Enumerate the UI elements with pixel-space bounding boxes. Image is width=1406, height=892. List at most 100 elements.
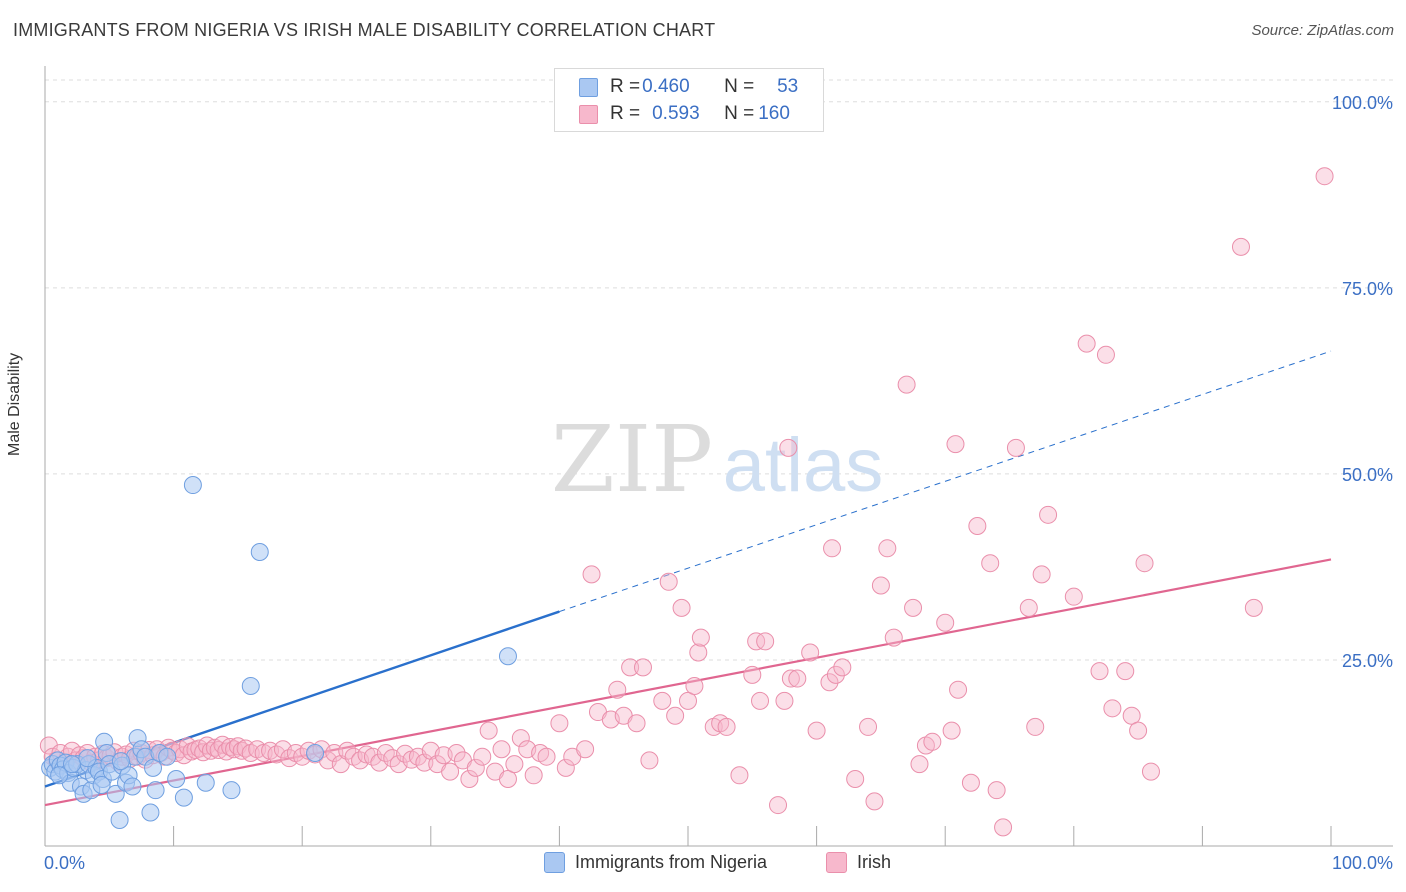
- legend-swatch-blue: [579, 77, 598, 97]
- irish-point: [1315, 167, 1334, 186]
- nigeria-point: [78, 749, 97, 768]
- irish-point: [659, 572, 678, 591]
- y-tick-label: 50.0%: [1342, 465, 1393, 485]
- nigeria-trend-extension: [559, 350, 1332, 613]
- legend-n-label: N =: [724, 103, 755, 124]
- irish-point: [473, 747, 492, 766]
- nigeria-points: [41, 476, 517, 829]
- irish-point: [1122, 706, 1141, 725]
- irish-point: [466, 758, 485, 777]
- irish-point: [633, 658, 652, 677]
- legend-row-irish: R = 0.593 N = 160: [579, 103, 798, 125]
- irish-point: [685, 676, 704, 695]
- irish-point: [936, 613, 955, 632]
- irish-point: [447, 743, 466, 762]
- irish-point: [415, 753, 434, 772]
- legend-r-label: R =: [610, 76, 641, 97]
- irish-point: [627, 714, 646, 733]
- irish-point: [689, 643, 708, 662]
- legend-r-value: 0.460: [642, 76, 690, 97]
- irish-point: [781, 669, 800, 688]
- irish-point: [788, 669, 807, 688]
- irish-point: [871, 576, 890, 595]
- x-tick-label: 0.0%: [44, 853, 85, 873]
- irish-point: [910, 755, 929, 774]
- irish-point: [756, 632, 775, 651]
- irish-point: [537, 747, 556, 766]
- irish-point: [550, 714, 569, 733]
- irish-point: [1077, 334, 1096, 353]
- irish-point: [679, 691, 697, 710]
- irish-point: [1039, 505, 1058, 524]
- irish-point: [672, 598, 691, 617]
- irish-point: [1019, 598, 1038, 617]
- irish-point: [751, 691, 770, 710]
- irish-point: [1064, 587, 1083, 606]
- irish-point: [779, 438, 798, 457]
- irish-point: [833, 658, 852, 677]
- irish-point: [1244, 598, 1263, 617]
- irish-point: [730, 766, 749, 785]
- irish-point: [479, 721, 498, 740]
- nigeria-point: [123, 777, 142, 796]
- irish-point: [691, 628, 710, 647]
- irish-point: [653, 691, 672, 710]
- legend-item-nigeria[interactable]: Immigrants from Nigeria: [544, 852, 767, 873]
- nigeria-point: [174, 788, 193, 807]
- nigeria-point: [498, 647, 517, 666]
- watermark-zip: ZIP: [551, 406, 713, 513]
- legend-label-nigeria: Immigrants from Nigeria: [575, 852, 768, 872]
- irish-point: [949, 680, 968, 699]
- irish-point: [576, 740, 595, 759]
- y-tick-label: 25.0%: [1342, 651, 1393, 671]
- irish-point: [743, 665, 762, 684]
- nigeria-point: [106, 784, 125, 803]
- y-tick-label: 75.0%: [1342, 279, 1393, 299]
- y-tick-label: 100.0%: [1332, 93, 1393, 113]
- irish-point: [923, 732, 942, 751]
- irish-point: [717, 717, 736, 736]
- irish-point: [460, 770, 479, 789]
- irish-point: [820, 673, 839, 692]
- irish-point: [904, 598, 923, 617]
- watermark-atlas: atlas: [723, 423, 884, 508]
- irish-point: [608, 680, 627, 699]
- stats-legend: R = 0.460 N = 53 R = 0.593 N = 160: [554, 68, 824, 132]
- irish-point: [441, 762, 460, 781]
- nigeria-point: [110, 810, 129, 829]
- irish-point: [775, 691, 794, 710]
- irish-point: [897, 375, 916, 394]
- legend-r-value: 0.593: [652, 103, 700, 124]
- series-legend: Immigrants from Nigeria Irish: [0, 852, 1406, 878]
- irish-point: [878, 539, 897, 558]
- irish-point: [505, 755, 524, 774]
- x-tick-label: 100.0%: [1332, 853, 1393, 873]
- legend-n-label: N =: [724, 76, 755, 97]
- irish-point: [961, 773, 980, 792]
- legend-swatch-pink: [579, 104, 598, 124]
- irish-point: [1026, 717, 1045, 736]
- legend-swatch-irish: [826, 852, 847, 873]
- irish-point: [859, 717, 878, 736]
- irish-point: [826, 665, 845, 684]
- nigeria-point: [63, 755, 82, 774]
- irish-point: [1090, 662, 1109, 681]
- irish-point: [511, 729, 530, 748]
- nigeria-point: [146, 781, 165, 800]
- irish-point: [621, 658, 640, 677]
- grid-lines: [45, 79, 1393, 661]
- irish-point: [1006, 438, 1025, 457]
- legend-item-irish[interactable]: Irish: [826, 852, 891, 873]
- irish-point: [1032, 565, 1051, 584]
- irish-point: [640, 751, 659, 770]
- irish-point: [1129, 721, 1148, 740]
- irish-point: [1141, 762, 1160, 781]
- nigeria-point: [222, 781, 241, 800]
- irish-point: [987, 781, 1006, 800]
- legend-label-irish: Irish: [857, 852, 892, 872]
- irish-point: [492, 740, 511, 759]
- irish-point: [747, 632, 766, 651]
- source-label: Source: ZipAtlas.com: [1251, 22, 1394, 39]
- nigeria-point: [144, 758, 163, 777]
